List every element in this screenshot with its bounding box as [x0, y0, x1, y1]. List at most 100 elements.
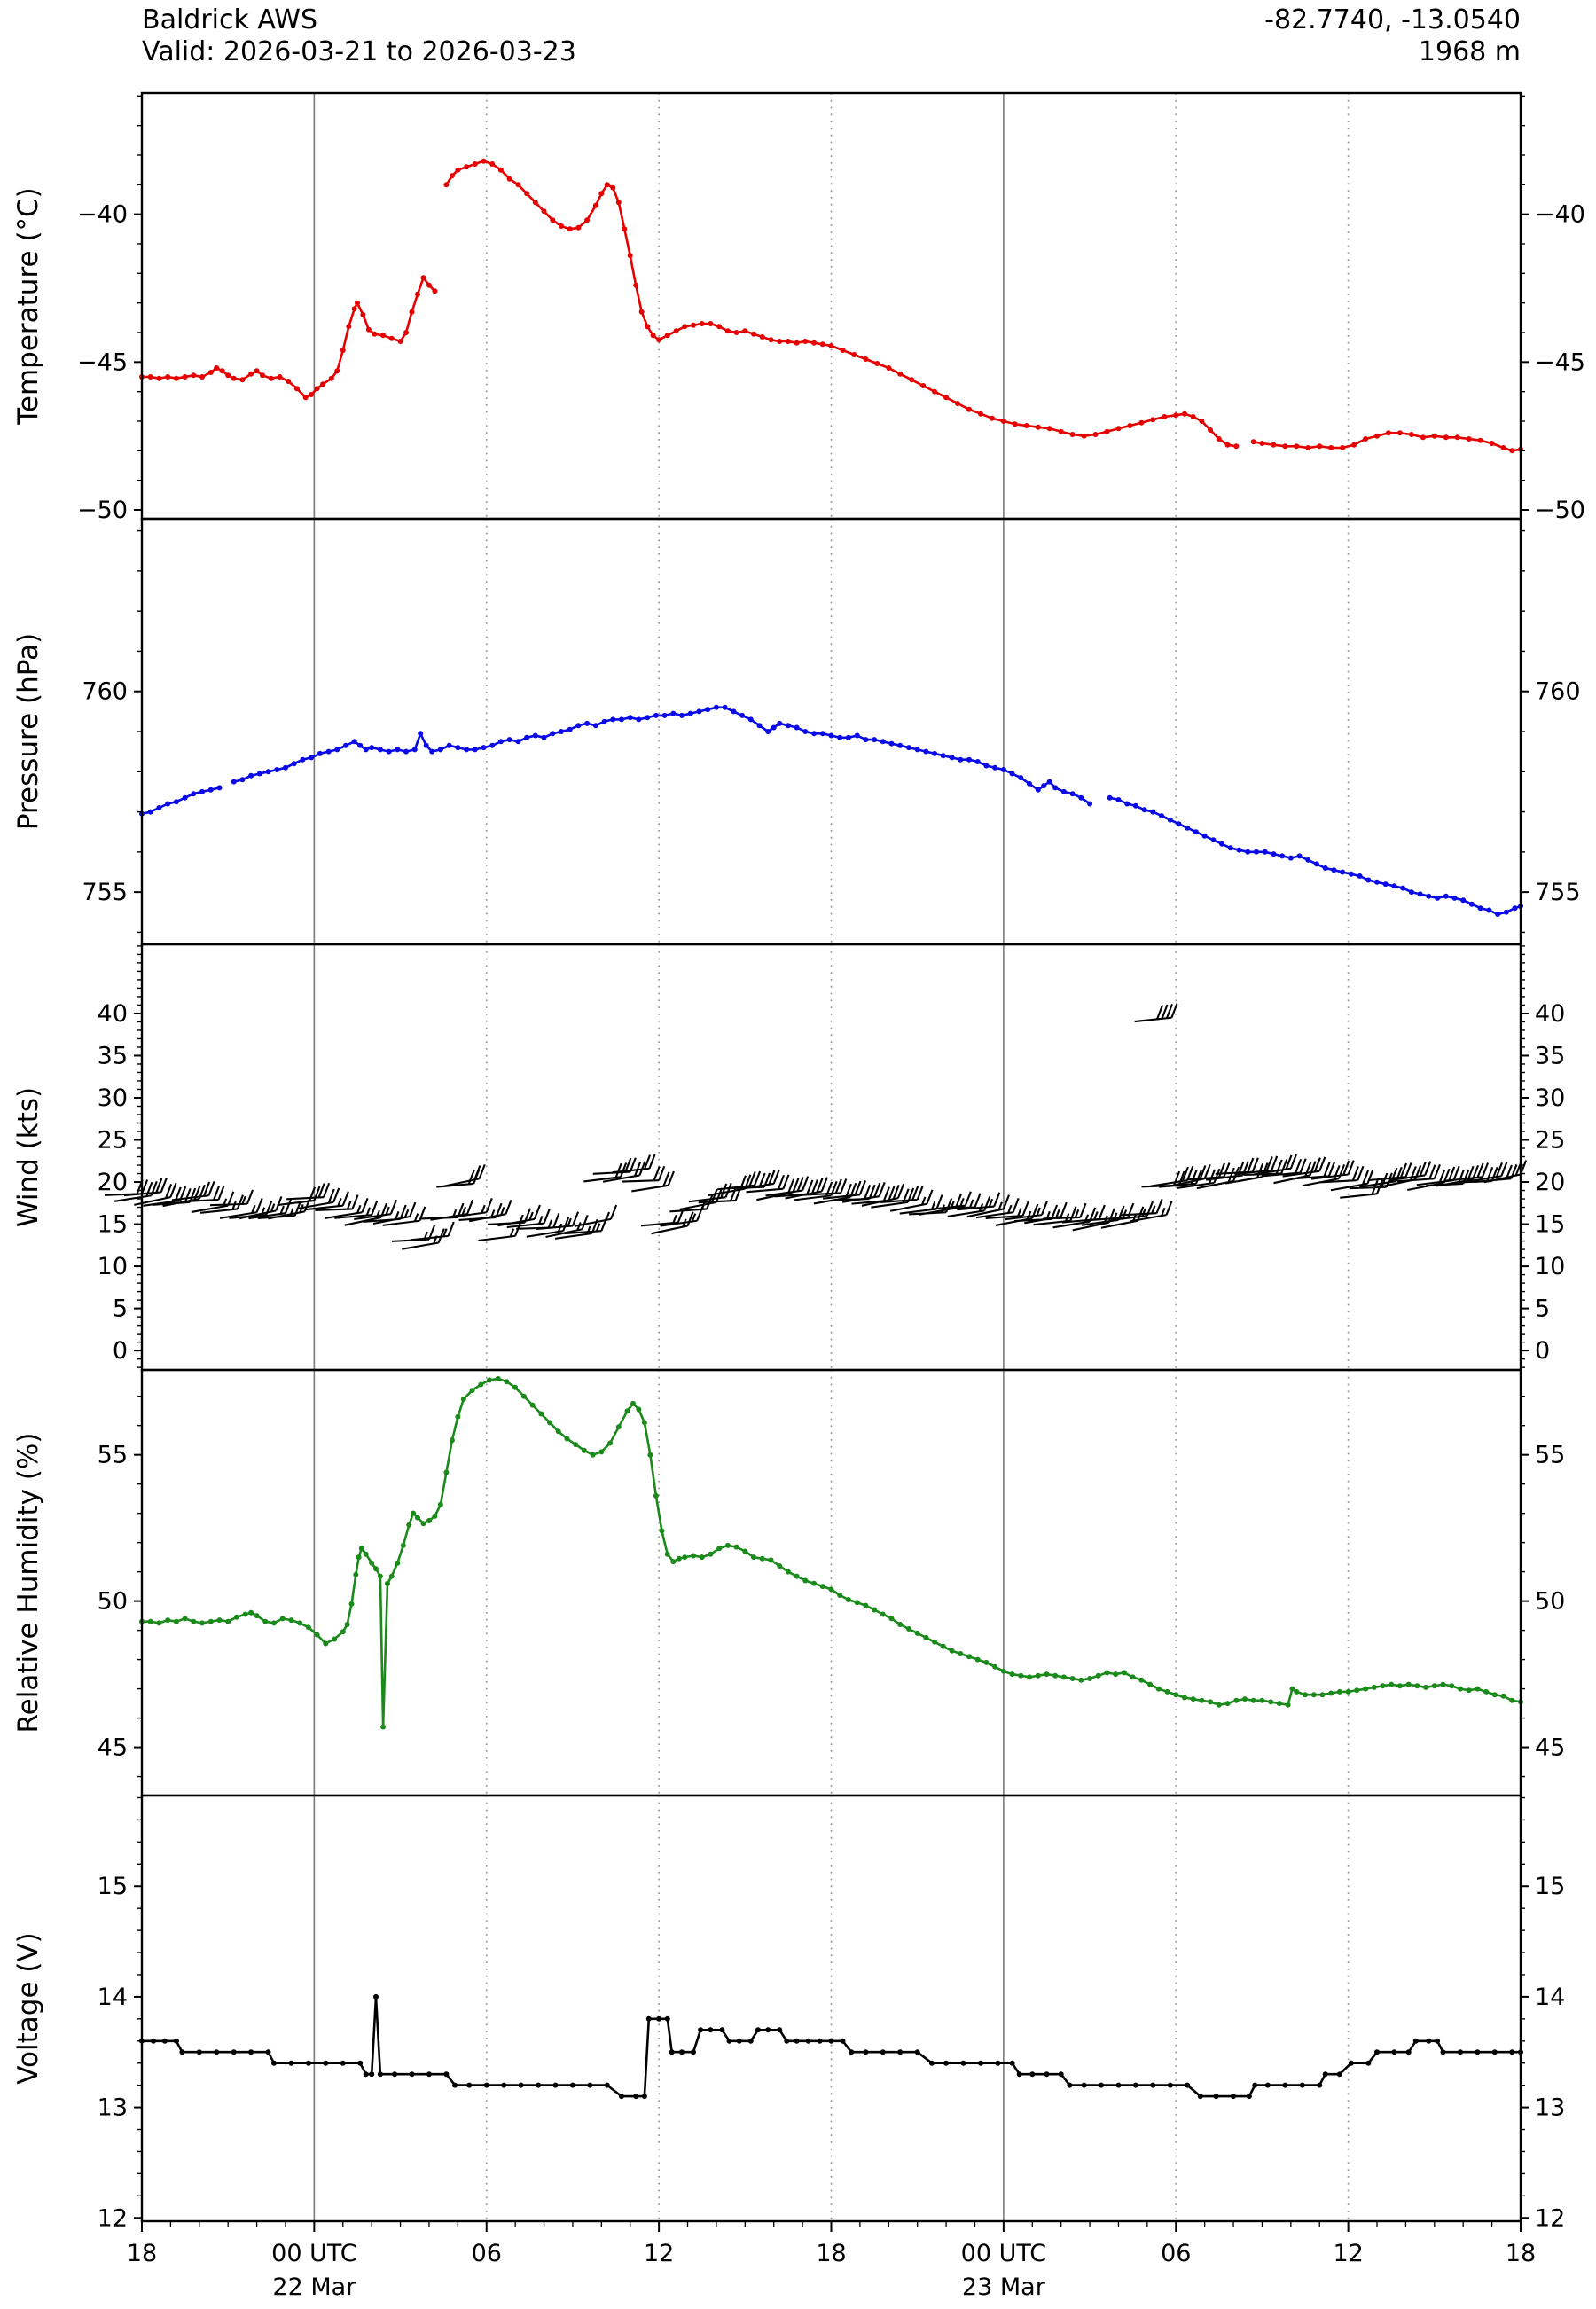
voltage-marker [1440, 2049, 1446, 2055]
wind-barb [1134, 1003, 1178, 1023]
relative-humidity-axis-label: Relative Humidity (%) [12, 1433, 44, 1734]
temperature-marker [248, 371, 254, 377]
pressure-marker [1340, 869, 1346, 875]
voltage-marker [161, 2038, 168, 2044]
relative-humidity-marker [724, 1542, 731, 1548]
relative-humidity-marker [607, 1440, 614, 1446]
pressure-marker [156, 805, 162, 810]
pressure-marker [386, 748, 392, 755]
wind-barb [248, 1198, 293, 1220]
relative-humidity-marker [254, 1613, 260, 1619]
relative-humidity-marker [1371, 1684, 1377, 1690]
wind-barb [669, 1194, 714, 1213]
pressure-marker [872, 737, 878, 743]
x-tick-label: 18 [127, 2240, 157, 2267]
pressure-marker [888, 740, 895, 747]
wind-barb [985, 1201, 1029, 1220]
voltage-marker [726, 2038, 732, 2044]
voltage-marker [1322, 2071, 1328, 2078]
temperature-marker [1081, 433, 1087, 439]
relative-humidity-marker [469, 1388, 475, 1394]
pressure-marker [274, 767, 280, 772]
temperature-marker [622, 226, 628, 232]
pressure-marker [559, 729, 564, 734]
temperature-marker [156, 375, 162, 381]
voltage-marker [173, 2038, 179, 2044]
relative-humidity-marker [1440, 1681, 1446, 1687]
temperature-marker [1012, 421, 1018, 427]
relative-humidity-marker [411, 1510, 417, 1516]
voltage-marker [840, 2038, 846, 2044]
voltage-marker [214, 2049, 220, 2055]
relative-humidity-marker [1380, 1683, 1386, 1689]
temperature-marker [472, 161, 478, 167]
temperature-marker [1317, 443, 1323, 450]
relative-humidity-marker [1216, 1702, 1222, 1708]
relative-humidity-marker [529, 1402, 536, 1408]
temperature-marker [811, 340, 818, 346]
temperature-marker [1477, 437, 1483, 443]
pressure-marker [1060, 788, 1067, 794]
temperature-marker [691, 322, 696, 328]
temperature-marker [575, 224, 582, 231]
pressure-marker [446, 742, 452, 748]
temperature-marker [1294, 443, 1300, 450]
y-tick-label: 12 [1535, 2204, 1565, 2232]
pressure-marker [283, 764, 288, 771]
pressure-marker [811, 731, 818, 737]
pressure-marker [828, 732, 834, 739]
pressure-marker [357, 742, 364, 748]
temperature-marker [1023, 423, 1029, 428]
pressure-marker [992, 764, 998, 771]
voltage-marker [698, 2027, 704, 2033]
relative-humidity-marker [598, 1449, 605, 1455]
voltage-marker [1099, 2082, 1104, 2088]
relative-humidity-marker [670, 1559, 677, 1565]
temperature-marker [1199, 419, 1205, 424]
pressure-marker [395, 747, 401, 753]
voltage-marker [377, 2071, 383, 2078]
wind-barb [1320, 1165, 1365, 1184]
relative-humidity-marker [233, 1614, 239, 1620]
temperature-marker [1443, 434, 1449, 441]
voltage-marker [1336, 2071, 1342, 2078]
relative-humidity-marker [906, 1626, 911, 1632]
pressure-marker [713, 704, 719, 710]
relative-humidity-marker [1336, 1688, 1342, 1695]
temperature-marker [598, 191, 605, 197]
wind-barb [545, 1215, 589, 1239]
voltage-marker [664, 2015, 670, 2022]
wind-barb [631, 1170, 675, 1193]
relative-humidity-marker [1509, 1697, 1515, 1703]
pressure-marker [165, 801, 171, 807]
y-tick-label: 30 [98, 1084, 128, 1112]
wind-barb [1177, 1168, 1221, 1189]
voltage-marker [518, 2082, 524, 2088]
y-tick-label: 30 [1535, 1084, 1565, 1112]
pressure-marker [207, 787, 214, 793]
relative-humidity-marker [512, 1384, 519, 1390]
pressure-marker [1176, 821, 1182, 827]
wind-barb [200, 1194, 244, 1214]
relative-humidity-marker [420, 1521, 426, 1527]
y-tick-label: 12 [98, 2204, 128, 2232]
pressure-marker [182, 794, 188, 801]
temperature-marker [268, 375, 274, 381]
wind-barb [1234, 1155, 1279, 1176]
pressure-marker [191, 791, 197, 797]
wind-barb [1396, 1163, 1441, 1183]
pressure-marker [705, 707, 711, 713]
voltage-marker [1185, 2082, 1191, 2088]
relative-humidity-marker [323, 1640, 329, 1647]
pressure-marker [854, 732, 860, 739]
temperature-marker [1150, 417, 1156, 423]
x-tick-label: 12 [1333, 2240, 1363, 2267]
pressure-marker [411, 747, 418, 753]
relative-humidity-marker [348, 1601, 355, 1607]
temperature-marker [615, 200, 622, 206]
pressure-marker [722, 704, 728, 710]
temperature-marker [874, 361, 880, 366]
pressure-marker [940, 753, 946, 759]
pressure-marker [1159, 813, 1165, 819]
y-tick-label: 760 [82, 678, 128, 706]
